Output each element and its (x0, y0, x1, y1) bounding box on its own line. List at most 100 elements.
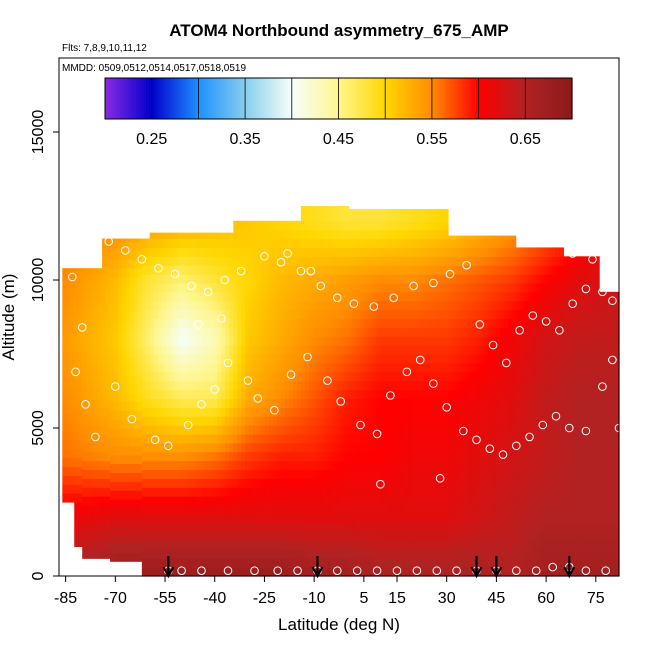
heatmap-cell (531, 407, 537, 417)
heatmap-cell (412, 496, 417, 506)
heatmap-cell (364, 407, 370, 417)
heatmap-cell (201, 425, 207, 435)
heatmap-cell (487, 451, 493, 462)
heatmap-cell (221, 425, 226, 435)
heatmap-cell (491, 309, 497, 320)
heatmap-cell (78, 280, 83, 290)
heatmap-cell (316, 371, 322, 382)
heatmap-cell (257, 291, 262, 302)
heatmap-cell (273, 300, 278, 311)
heatmap-cell (304, 451, 310, 462)
heatmap-cell (384, 220, 389, 231)
heatmap-cell (225, 558, 230, 568)
heatmap-cell (225, 460, 230, 471)
heatmap-cell (515, 247, 521, 257)
heatmap-cell (479, 567, 485, 577)
heatmap-cell (559, 318, 564, 328)
heatmap-cell (388, 549, 393, 559)
heatmap-cell (384, 318, 389, 328)
heatmap-cell (265, 247, 270, 257)
heatmap-cell (328, 513, 334, 524)
heatmap-cell (245, 558, 250, 568)
heatmap-cell (169, 504, 175, 515)
heatmap-cell (197, 416, 203, 426)
heatmap-cell (312, 451, 318, 462)
heatmap-cell (98, 407, 103, 417)
heatmap-cell (356, 567, 362, 577)
heatmap-cell (261, 318, 266, 328)
heatmap-cell (153, 469, 159, 479)
heatmap-cell (392, 433, 397, 444)
heatmap-cell (117, 499, 123, 509)
heatmap-cell (284, 513, 290, 524)
heatmap-cell (324, 540, 330, 550)
heatmap-cell (392, 229, 397, 240)
heatmap-cell (233, 291, 238, 302)
heatmap-cell (173, 291, 179, 302)
heatmap-cell (261, 265, 266, 275)
heatmap-cell (145, 416, 151, 426)
heatmap-cell (432, 478, 437, 488)
heatmap-cell (376, 398, 382, 408)
heatmap-cell (225, 291, 230, 302)
heatmap-cell (432, 238, 437, 249)
heatmap-cell (121, 356, 127, 367)
heatmap-cell (543, 504, 549, 515)
heatmap-cell (213, 265, 218, 275)
heatmap-cell (360, 291, 366, 302)
heatmap-cell (428, 469, 433, 479)
heatmap-cell (165, 504, 171, 515)
heatmap-cell (471, 362, 477, 373)
heatmap-cell (396, 220, 401, 231)
heatmap-cell (281, 318, 286, 328)
heatmap-cell (114, 383, 119, 394)
heatmap-cell (209, 425, 215, 435)
heatmap-cell (141, 291, 147, 302)
heatmap-cell (133, 525, 139, 536)
heatmap-cell (213, 567, 218, 577)
heatmap-cell (106, 549, 111, 559)
heatmap-cell (217, 496, 222, 506)
heatmap-cell (396, 433, 401, 444)
heatmap-cell (197, 247, 203, 257)
heatmap-cell (312, 496, 318, 506)
heatmap-cell (511, 531, 517, 542)
heatmap-cell (74, 324, 79, 334)
heatmap-cell (133, 348, 139, 358)
heatmap-cell (368, 309, 374, 320)
heatmap-cell (559, 398, 564, 408)
heatmap-cell (487, 291, 493, 302)
heatmap-cell (455, 238, 461, 249)
heatmap-cell (181, 265, 187, 275)
heatmap-cell (277, 567, 282, 577)
heatmap-cell (459, 416, 465, 426)
heatmap-cell (360, 300, 366, 311)
heatmap-cell (352, 469, 358, 479)
heatmap-cell (161, 291, 167, 302)
heatmap-cell (384, 291, 389, 302)
heatmap-cell (479, 300, 485, 311)
heatmap-cell (487, 389, 493, 399)
heatmap-cell (181, 549, 187, 559)
heatmap-cell (189, 451, 195, 462)
heatmap-cell (380, 451, 385, 462)
heatmap-cell (503, 513, 509, 524)
heatmap-cell (364, 549, 370, 559)
heatmap-cell (121, 428, 127, 438)
heatmap-cell (288, 274, 294, 284)
heatmap-cell (86, 487, 91, 497)
heatmap-cell (420, 265, 425, 275)
heatmap-cell (300, 558, 306, 568)
heatmap-cell (157, 567, 163, 577)
heatmap-cell (467, 238, 473, 249)
heatmap-cell (145, 300, 151, 311)
heatmap-cell (185, 531, 191, 542)
heatmap-cell (320, 291, 326, 302)
heatmap-cell (416, 282, 421, 293)
heatmap-cell (241, 531, 246, 542)
heatmap-cell (527, 265, 533, 275)
heatmap-cell (62, 395, 67, 405)
heatmap-cell (94, 540, 99, 550)
heatmap-cell (523, 274, 529, 284)
heatmap-cell (281, 558, 286, 568)
